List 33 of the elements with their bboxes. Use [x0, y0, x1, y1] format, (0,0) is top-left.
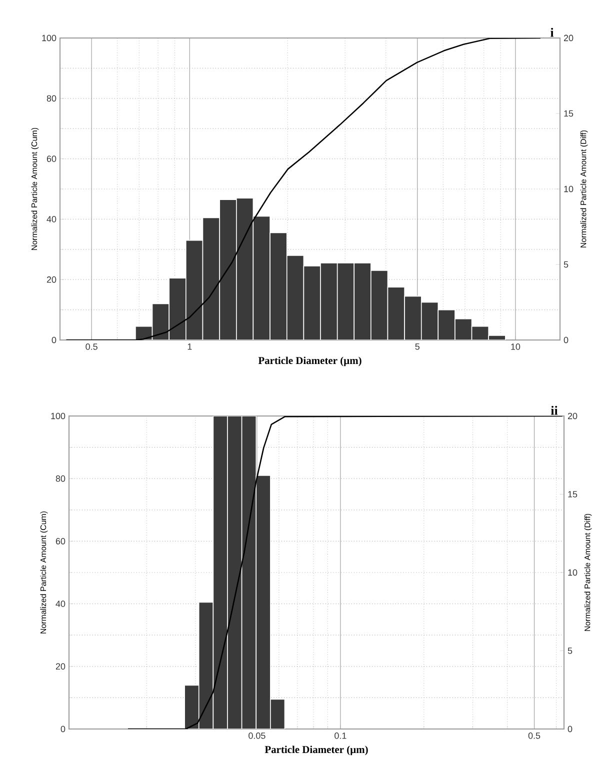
y-tick-label: 40 — [56, 600, 66, 607]
x-tick-label: 0.5 — [86, 344, 98, 350]
x-tick-label: 0.1 — [334, 732, 346, 739]
y2-tick-label: 5 — [568, 648, 572, 654]
x-axis-title: Particle Diameter (µm) — [264, 746, 368, 756]
x-axis-title: Particle Diameter (µm) — [258, 356, 362, 366]
y2-tick-label: 10 — [564, 186, 574, 192]
y-tick-label: 0 — [52, 336, 56, 344]
y-tick-label: 0 — [60, 726, 66, 732]
x-tick-label: 10 — [511, 344, 520, 350]
y2-tick-label: 15 — [564, 110, 574, 117]
y2-tick-label: 20 — [568, 412, 578, 420]
x-tick-label: 0.05 — [248, 732, 266, 739]
y-tick-label: 40 — [46, 216, 56, 222]
y2-tick-label: 15 — [568, 491, 578, 498]
y2-tick-label: 0 — [568, 726, 572, 732]
y-tick-label: 60 — [56, 538, 66, 544]
y2-tick-label: 20 — [564, 34, 574, 42]
y-tick-label: 20 — [56, 663, 66, 670]
y-tick-label: 100 — [42, 34, 56, 42]
y2-tick-label: 0 — [564, 336, 568, 344]
y2-tick-label: 5 — [564, 261, 568, 268]
y-tick-label: 20 — [46, 276, 56, 283]
y2-tick-label: 10 — [568, 569, 578, 576]
text: ii — [550, 406, 558, 415]
text: i — [550, 28, 554, 37]
y-tick-label: 80 — [46, 95, 56, 102]
y-tick-label: 60 — [46, 156, 56, 162]
x-tick-label: 0.5 — [528, 732, 540, 739]
y-tick-label: 80 — [56, 475, 66, 482]
x-tick-label: 5 — [415, 344, 420, 350]
x-tick-label: 1 — [188, 344, 192, 350]
y-tick-label: 100 — [51, 412, 66, 420]
